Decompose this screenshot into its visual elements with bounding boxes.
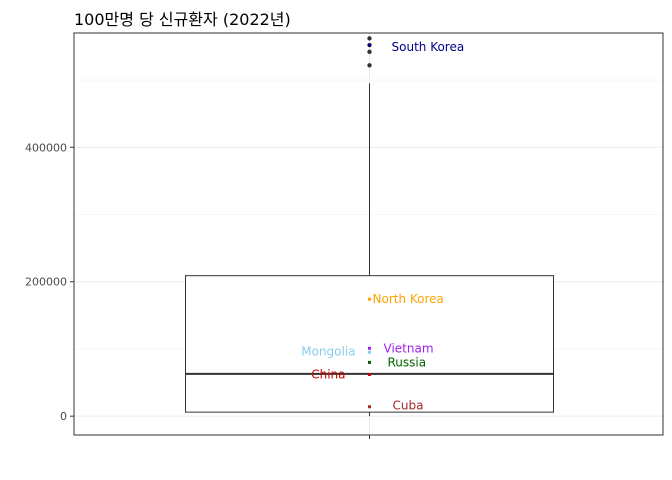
chart-title: 100만명 당 신규환자 (2022년) [74, 10, 291, 29]
outlier-point [367, 36, 372, 41]
country-label: China [311, 367, 345, 381]
panel-border [73, 32, 664, 436]
country-label: Russia [388, 355, 427, 369]
outlier-point [367, 63, 372, 68]
country-label: South Korea [392, 40, 465, 54]
country-point [368, 372, 371, 376]
outlier-point [367, 49, 372, 55]
country-label: Vietnam [384, 341, 434, 355]
country-label: Mongolia [301, 345, 355, 359]
country-point [368, 346, 371, 350]
country-label: Cuba [393, 398, 424, 412]
country-label: North Korea [373, 292, 444, 306]
country-point [368, 350, 371, 354]
country-point [368, 297, 371, 301]
box-iqr [185, 275, 554, 413]
country-point [368, 43, 371, 47]
y-tick-label: 0 [60, 410, 67, 423]
country-point [368, 405, 371, 409]
country-point [368, 360, 371, 364]
y-tick-label: 200000 [25, 276, 67, 289]
y-tick-label: 400000 [25, 141, 67, 154]
